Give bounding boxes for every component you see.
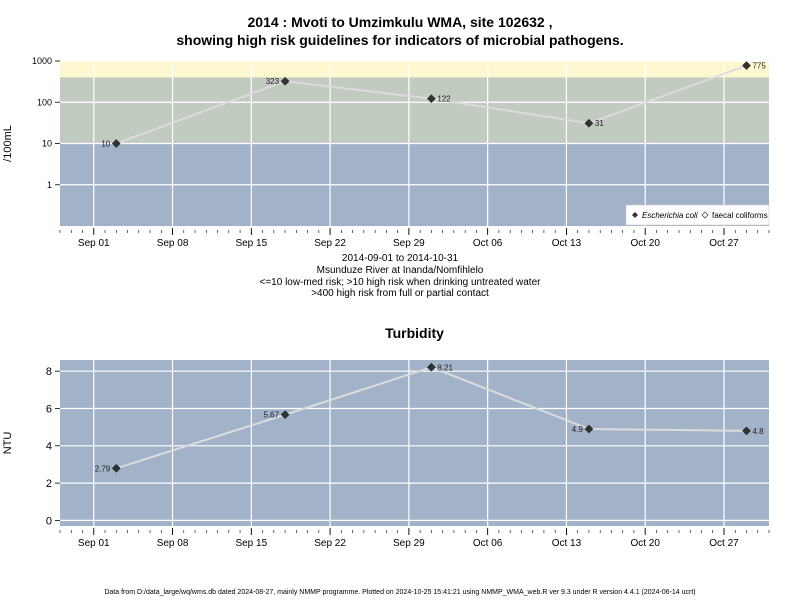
x-tick-label: Sep 29	[393, 238, 425, 249]
y-tick-label: 2	[46, 478, 52, 490]
data-point	[742, 61, 751, 70]
data-point	[584, 424, 594, 434]
x-tick-label: Oct 27	[709, 238, 739, 249]
x-tick-label: Sep 22	[314, 538, 346, 549]
data-point	[742, 426, 751, 436]
y-tick-label: 100	[37, 97, 52, 107]
risk-band	[60, 61, 769, 78]
data-label: 5.67	[264, 411, 280, 420]
data-label: 4.8	[752, 427, 764, 436]
x-tick-label: Oct 13	[552, 238, 582, 249]
data-label: 122	[437, 95, 451, 104]
y-tick-label: 1	[47, 180, 52, 190]
footer-note: Data from D:/data_large/wq/wms.db dated …	[104, 589, 696, 596]
data-point	[111, 139, 121, 148]
x-tick-label: Oct 20	[630, 238, 660, 249]
y-tick-label: 6	[46, 403, 52, 415]
panel-title: Turbidity	[385, 325, 444, 341]
y-tick-label: 8	[46, 366, 52, 378]
drinking-risk-caption: <=10 low-med risk; >10 high risk when dr…	[259, 277, 541, 288]
x-tick-label: Sep 22	[314, 238, 346, 249]
x-tick-label: Sep 08	[157, 538, 189, 549]
plot-panel	[60, 360, 769, 526]
x-tick-label: Sep 01	[78, 238, 110, 249]
data-point	[111, 464, 121, 473]
legend-ecoli-label: Escherichia coli	[642, 211, 698, 220]
y-tick-label: 4	[46, 441, 52, 453]
x-tick-label: Oct 13	[552, 538, 582, 549]
data-label: 2.79	[95, 464, 111, 473]
x-tick-label: Oct 27	[709, 538, 739, 549]
y-tick-label: 10	[42, 139, 52, 149]
data-label: 8.21	[437, 363, 453, 372]
data-point	[584, 118, 594, 128]
y-axis-label: NTU	[2, 432, 14, 455]
legend-box	[625, 204, 770, 226]
legend-ecoli-marker	[632, 212, 638, 218]
x-tick-label: Sep 29	[393, 538, 425, 549]
x-tick-label: Sep 08	[157, 238, 189, 249]
chart-title-line2: showing high risk guidelines for indicat…	[176, 32, 624, 48]
ecoli-chart: 1 10 100 1000 Sep 01 Sep 08 Sep 15 Sep 22 Sep 29…	[2, 56, 770, 249]
data-label: 31	[595, 119, 604, 128]
data-point	[427, 94, 436, 104]
data-label: 323	[266, 77, 280, 86]
data-point	[427, 362, 436, 372]
data-point	[280, 76, 290, 86]
site-name-caption: Msunduze River at Inanda/Nomfihlelo	[316, 265, 484, 276]
x-tick-label: Sep 15	[235, 238, 267, 249]
x-tick-label: Oct 06	[473, 538, 503, 549]
data-label: 10	[101, 140, 110, 149]
chart-title-line1: 2014 : Mvoti to Umzimkulu WMA, site 1026…	[247, 14, 553, 30]
y-tick-label: 1000	[32, 56, 52, 66]
x-tick-label: Sep 15	[235, 538, 267, 549]
contact-risk-caption: >400 high risk from full or partial cont…	[311, 288, 489, 299]
data-point	[280, 410, 290, 420]
y-axis-label: /100mL	[2, 125, 14, 162]
x-tick-label: Oct 06	[473, 238, 503, 249]
risk-band	[60, 77, 769, 144]
date-range-caption: 2014-09-01 to 2014-10-31	[341, 253, 459, 264]
legend-faecal-label: faecal coliforms	[712, 211, 768, 220]
legend-faecal-marker	[701, 211, 709, 219]
y-tick-label: 0	[46, 515, 52, 527]
data-label: 775	[752, 62, 766, 71]
x-tick-label: Sep 01	[78, 538, 110, 549]
x-tick-label: Oct 20	[630, 538, 660, 549]
data-label: 4.9	[572, 425, 584, 434]
